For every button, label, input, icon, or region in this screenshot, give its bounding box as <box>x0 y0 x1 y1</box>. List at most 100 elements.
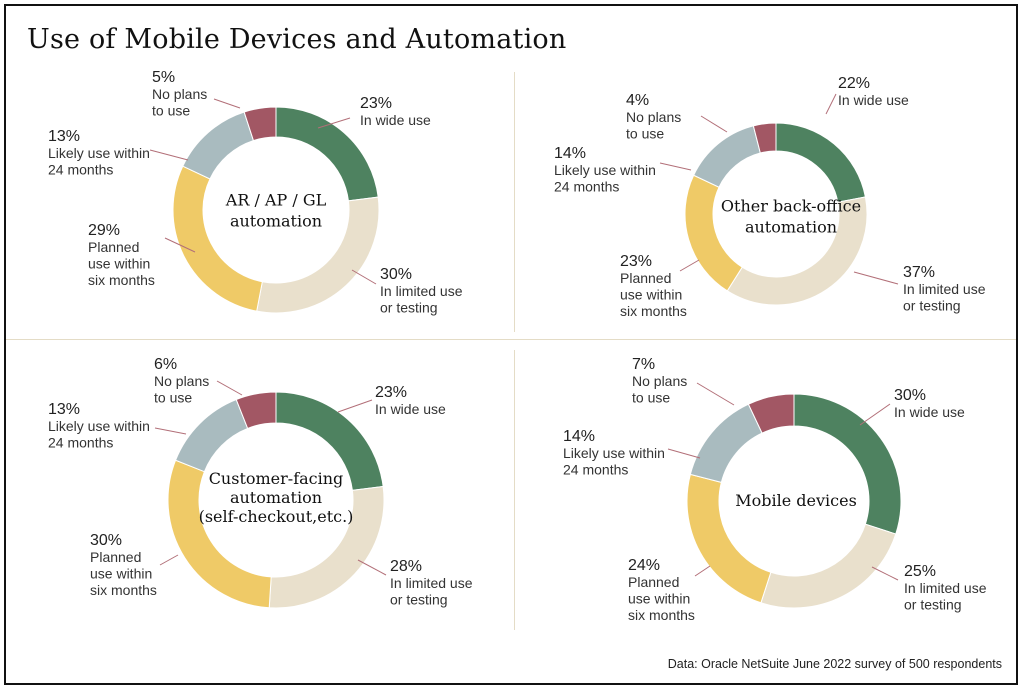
leader-line <box>679 259 700 272</box>
data-label-category: to use <box>632 390 670 406</box>
data-label-category: In wide use <box>375 401 446 417</box>
vertical-divider-top <box>514 72 515 332</box>
data-label-value: 25% <box>904 563 936 580</box>
page-title: Use of Mobile Devices and Automation <box>27 24 567 55</box>
data-label-value: 30% <box>380 266 412 283</box>
donut-chart-4: Mobile devices 30%In wide use 25%In limite… <box>563 356 987 623</box>
leader-line <box>871 566 899 581</box>
data-label-value: 13% <box>48 401 80 418</box>
data-label-category: or testing <box>390 592 448 608</box>
data-label-category: 24 months <box>48 435 113 451</box>
data-label-category: In limited use <box>904 580 987 596</box>
leader-line <box>317 117 351 129</box>
donut-segment-planned-use <box>684 174 743 292</box>
leader-line <box>696 382 735 406</box>
donut-chart-3: Customer-facingautomation(self-checkout,… <box>48 356 473 609</box>
leader-line <box>357 559 387 576</box>
data-label-value: 22% <box>838 75 870 92</box>
data-label-value: 4% <box>626 92 649 109</box>
donut-center-title-line: Other back-office <box>721 197 861 216</box>
data-label-category: Likely use within <box>554 162 656 178</box>
data-label-category: six months <box>620 303 687 319</box>
leader-line <box>351 269 377 285</box>
data-label-category: or testing <box>380 300 438 316</box>
donut-center-title-line: Mobile devices <box>735 491 857 510</box>
leader-line <box>154 427 187 435</box>
data-label-category: use within <box>628 591 690 607</box>
donut-center-title-line: AR / AP / GL <box>225 191 327 210</box>
donut-center-title-line: automation <box>230 488 322 507</box>
leader-line <box>659 162 692 171</box>
donut-segment-no-plans <box>747 393 795 434</box>
data-label-category: to use <box>626 126 664 142</box>
data-label-category: Planned <box>628 574 679 590</box>
data-label-category: No plans <box>626 109 681 125</box>
data-label-value: 24% <box>628 557 660 574</box>
donut-chart-2: Other back-office automation 22%In wide us… <box>554 75 986 319</box>
data-label-value: 30% <box>894 387 926 404</box>
data-label-category: In wide use <box>894 404 965 420</box>
data-label-category: In limited use <box>903 281 986 297</box>
data-label-value: 37% <box>903 264 935 281</box>
leader-line <box>853 271 899 285</box>
leader-line <box>213 98 241 109</box>
data-label-category: In wide use <box>838 92 909 108</box>
donut-segment-in-limited-use <box>760 523 897 609</box>
donut-chart-1: AR / AP / GL automation 23%In wide use 30%I… <box>48 69 463 316</box>
data-label-category: six months <box>90 582 157 598</box>
donut-segment-no-plans <box>235 391 277 430</box>
donut-segment-no-plans <box>752 122 777 154</box>
data-label-category: use within <box>620 287 682 303</box>
leader-line <box>825 93 837 115</box>
donut-segment-planned-use <box>172 165 263 312</box>
donut-segment-likely-use <box>692 125 761 188</box>
data-label-value: 14% <box>563 428 595 445</box>
data-label-category: Likely use within <box>48 145 150 161</box>
data-label-value: 28% <box>390 558 422 575</box>
horizontal-divider <box>6 339 1016 340</box>
data-label-value: 23% <box>375 384 407 401</box>
data-label-category: six months <box>628 607 695 623</box>
donut-center-title-line: Customer-facing <box>209 469 344 488</box>
data-label-category: or testing <box>903 298 961 314</box>
data-label-category: 24 months <box>48 162 113 178</box>
leader-line <box>859 403 891 426</box>
data-label-category: Planned <box>620 270 671 286</box>
leader-line <box>694 565 711 577</box>
donut-center-title-line: automation <box>745 218 837 237</box>
data-label-value: 29% <box>88 222 120 239</box>
donut-center-title-line: (self-checkout,etc.) <box>199 507 354 526</box>
data-label-value: 7% <box>632 356 655 373</box>
data-label-value: 6% <box>154 356 177 373</box>
data-label-value: 13% <box>48 128 80 145</box>
data-label-category: Likely use within <box>48 418 150 434</box>
leader-line <box>667 448 701 459</box>
data-label-category: 24 months <box>563 462 628 478</box>
leader-line <box>337 399 373 413</box>
donut-segment-likely-use <box>689 403 763 483</box>
donut-segment-likely-use <box>182 111 255 180</box>
vertical-divider-bottom <box>514 350 515 630</box>
leader-line <box>164 237 196 253</box>
data-label-value: 30% <box>90 532 122 549</box>
data-label-category: use within <box>90 566 152 582</box>
donut-segment-in-wide-use <box>775 122 866 203</box>
data-label-category: In limited use <box>380 283 463 299</box>
data-label-category: or testing <box>904 597 962 613</box>
data-label-value: 23% <box>620 253 652 270</box>
leader-line <box>216 380 243 396</box>
donut-segment-likely-use <box>174 398 249 473</box>
data-label-value: 14% <box>554 145 586 162</box>
data-label-category: No plans <box>152 86 207 102</box>
data-label-category: Likely use within <box>563 445 665 461</box>
data-label-category: Planned <box>88 239 139 255</box>
donut-segment-no-plans <box>243 106 277 142</box>
leader-line <box>700 115 728 133</box>
data-label-category: six months <box>88 272 155 288</box>
data-label-value: 5% <box>152 69 175 86</box>
data-label-category: use within <box>88 256 150 272</box>
data-label-category: Planned <box>90 549 141 565</box>
data-label-category: No plans <box>154 373 209 389</box>
data-label-category: In limited use <box>390 575 473 591</box>
